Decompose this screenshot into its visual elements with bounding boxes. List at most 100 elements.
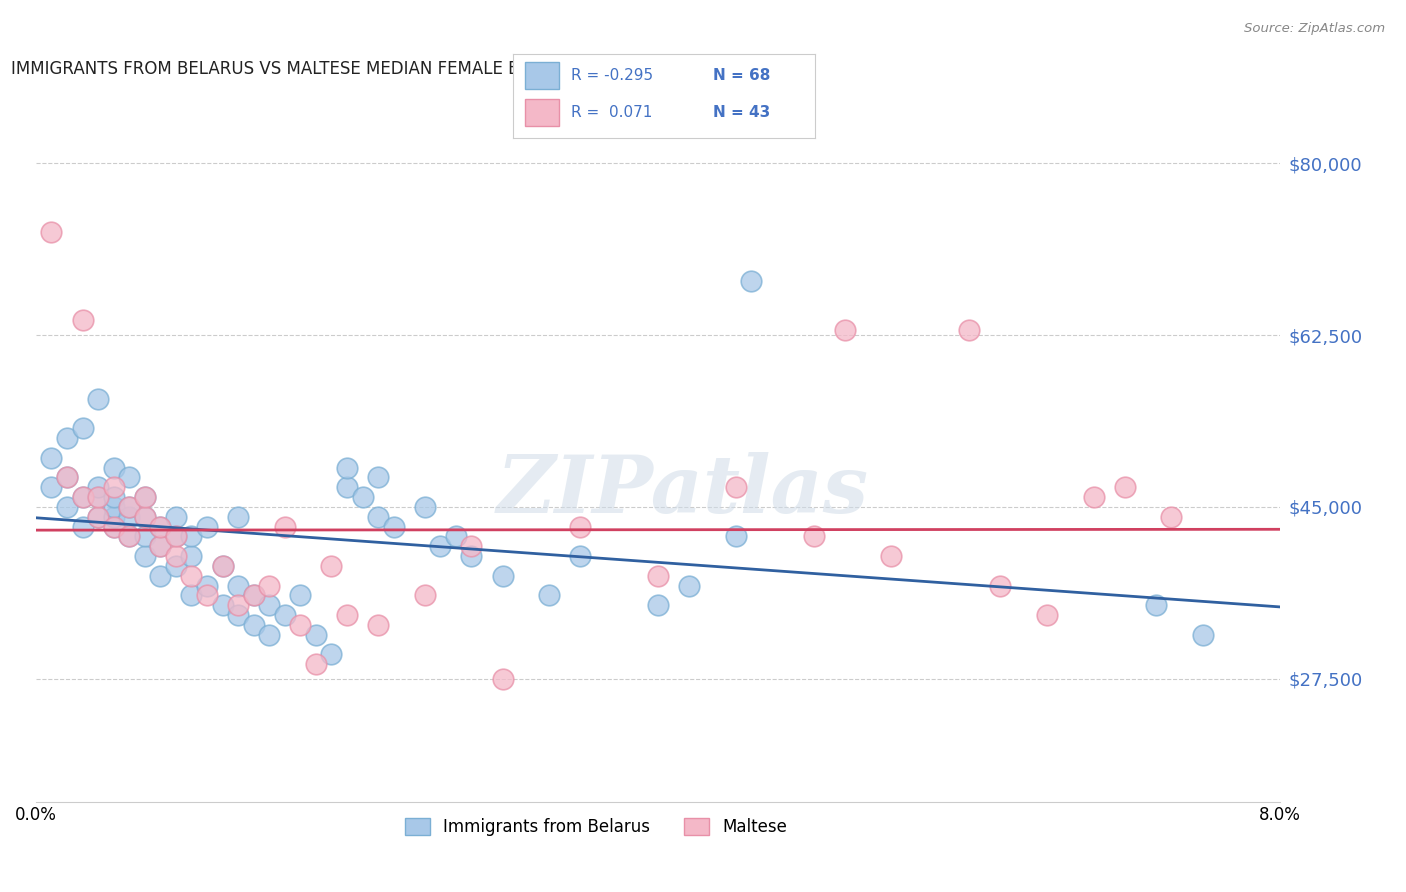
Point — [1160, 509, 1182, 524]
Text: N = 43: N = 43 — [713, 105, 770, 120]
Point — [259, 598, 281, 612]
Point — [413, 500, 436, 514]
Point — [1036, 607, 1059, 622]
Point — [180, 568, 202, 582]
Point — [103, 509, 125, 524]
Point — [803, 529, 825, 543]
Point — [103, 460, 125, 475]
Point — [367, 509, 389, 524]
Point — [274, 607, 297, 622]
Point — [134, 549, 156, 563]
Point — [134, 490, 156, 504]
Point — [569, 519, 592, 533]
Point — [211, 558, 233, 573]
Point — [56, 500, 79, 514]
FancyBboxPatch shape — [526, 62, 558, 89]
Point — [740, 274, 762, 288]
Point — [103, 500, 125, 514]
Point — [259, 627, 281, 641]
Point — [569, 549, 592, 563]
Point — [226, 607, 249, 622]
Point — [305, 657, 328, 671]
Point — [336, 607, 359, 622]
Point — [149, 519, 172, 533]
Point — [134, 509, 156, 524]
Point — [724, 480, 747, 494]
Point — [367, 617, 389, 632]
Point — [336, 460, 359, 475]
Point — [149, 519, 172, 533]
Point — [429, 539, 451, 553]
Point — [957, 323, 980, 337]
Point — [413, 588, 436, 602]
Point — [149, 539, 172, 553]
Point — [72, 519, 94, 533]
Point — [134, 509, 156, 524]
Point — [226, 598, 249, 612]
Point — [41, 225, 63, 239]
Point — [103, 519, 125, 533]
Point — [1114, 480, 1136, 494]
Point — [290, 617, 312, 632]
Point — [678, 578, 700, 592]
Point — [87, 509, 110, 524]
Point — [56, 470, 79, 484]
Point — [87, 480, 110, 494]
Point — [211, 558, 233, 573]
Point — [87, 392, 110, 406]
Point — [41, 480, 63, 494]
Point — [149, 539, 172, 553]
Point — [647, 598, 669, 612]
Point — [352, 490, 374, 504]
Point — [1191, 627, 1213, 641]
Point — [444, 529, 467, 543]
Point — [72, 421, 94, 435]
Point — [988, 578, 1011, 592]
Point — [834, 323, 856, 337]
Point — [118, 500, 141, 514]
Point — [118, 509, 141, 524]
Point — [134, 490, 156, 504]
Point — [491, 568, 513, 582]
Point — [149, 568, 172, 582]
Point — [538, 588, 561, 602]
Point — [1144, 598, 1167, 612]
Point — [382, 519, 405, 533]
Point — [87, 509, 110, 524]
Point — [72, 490, 94, 504]
Point — [242, 617, 264, 632]
Point — [336, 480, 359, 494]
Point — [56, 470, 79, 484]
Point — [460, 539, 482, 553]
Point — [460, 549, 482, 563]
Point — [103, 519, 125, 533]
Text: Source: ZipAtlas.com: Source: ZipAtlas.com — [1244, 22, 1385, 36]
Point — [195, 578, 218, 592]
Point — [274, 519, 297, 533]
Point — [103, 490, 125, 504]
Point — [165, 549, 187, 563]
Legend: Immigrants from Belarus, Maltese: Immigrants from Belarus, Maltese — [398, 811, 793, 843]
Point — [87, 490, 110, 504]
Point — [226, 509, 249, 524]
Point — [165, 529, 187, 543]
Text: R =  0.071: R = 0.071 — [571, 105, 652, 120]
Point — [1083, 490, 1105, 504]
Point — [491, 672, 513, 686]
Point — [165, 529, 187, 543]
Point — [724, 529, 747, 543]
Point — [180, 588, 202, 602]
Point — [118, 500, 141, 514]
Point — [290, 588, 312, 602]
Point — [87, 490, 110, 504]
Point — [880, 549, 903, 563]
Point — [165, 509, 187, 524]
Point — [321, 558, 343, 573]
Point — [72, 490, 94, 504]
Point — [134, 529, 156, 543]
Point — [321, 647, 343, 661]
Point — [103, 480, 125, 494]
Text: R = -0.295: R = -0.295 — [571, 68, 652, 83]
Point — [242, 588, 264, 602]
Point — [647, 568, 669, 582]
